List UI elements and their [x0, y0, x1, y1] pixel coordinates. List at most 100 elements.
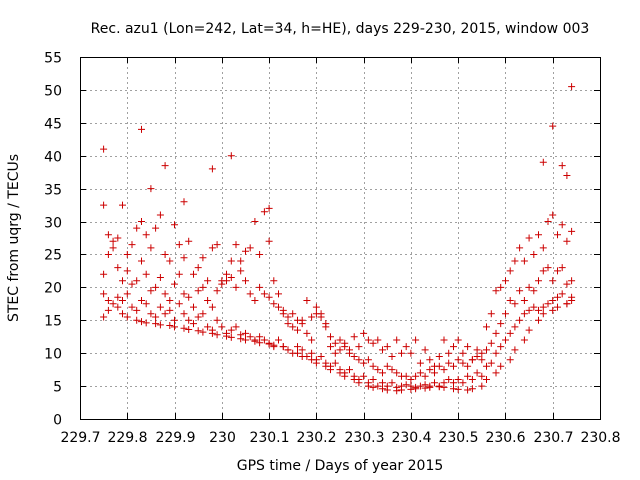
data-point: [450, 385, 457, 393]
data-point: [208, 303, 216, 311]
data-point: [520, 310, 528, 318]
data-point: [180, 310, 188, 318]
data-point: [242, 336, 249, 344]
x-tick-label: 230.2: [296, 430, 336, 446]
data-point: [265, 293, 273, 301]
data-point: [180, 198, 188, 206]
data-point: [374, 382, 382, 390]
data-point: [175, 241, 183, 249]
data-point: [492, 287, 500, 295]
data-point: [317, 313, 325, 321]
data-point: [558, 221, 566, 229]
data-point: [275, 290, 282, 298]
y-tick-label: 20: [44, 281, 62, 297]
data-point: [138, 318, 145, 326]
data-point: [185, 237, 193, 245]
data-point: [128, 241, 136, 249]
data-point: [251, 297, 259, 304]
data-point: [445, 376, 453, 383]
data-point: [383, 382, 391, 390]
data-point: [407, 382, 415, 390]
data-point: [156, 303, 164, 311]
data-point: [260, 208, 268, 216]
data-point: [539, 310, 547, 318]
data-point: [190, 270, 197, 278]
data-point: [138, 218, 145, 225]
data-point: [147, 244, 155, 252]
data-point: [336, 366, 344, 374]
data-point: [199, 310, 207, 318]
data-points: [100, 83, 576, 395]
data-point: [128, 303, 136, 311]
x-tick-label: 230: [209, 430, 236, 446]
data-point: [412, 372, 420, 380]
data-point: [402, 343, 410, 351]
data-point: [502, 310, 509, 318]
data-point: [421, 381, 429, 389]
data-point: [312, 310, 320, 318]
data-point: [218, 323, 226, 331]
data-point: [431, 369, 438, 377]
data-point: [322, 359, 330, 367]
data-point: [525, 326, 533, 334]
data-point: [227, 326, 235, 334]
data-point: [232, 283, 240, 291]
data-point: [190, 320, 197, 328]
data-point: [497, 283, 505, 291]
data-point: [175, 300, 183, 308]
data-point: [506, 329, 514, 337]
data-point: [487, 310, 495, 318]
data-point: [535, 316, 542, 324]
y-tick-label: 35: [44, 183, 62, 199]
data-point: [194, 264, 202, 272]
data-point: [360, 359, 368, 367]
data-point: [133, 224, 141, 232]
data-point: [549, 122, 557, 130]
data-point: [487, 339, 495, 347]
data-point: [511, 300, 519, 308]
data-point: [440, 366, 448, 374]
data-point: [331, 349, 339, 357]
data-point: [364, 379, 372, 387]
data-point: [114, 264, 122, 272]
data-point: [289, 349, 297, 357]
data-point: [152, 313, 160, 321]
data-point: [100, 270, 108, 278]
x-tick-label: 229.9: [155, 430, 195, 446]
data-point: [478, 372, 486, 380]
data-point: [520, 257, 528, 265]
data-point: [398, 382, 405, 390]
data-point: [232, 241, 240, 249]
data-point: [308, 336, 316, 344]
data-point: [402, 381, 410, 389]
data-point: [464, 386, 472, 394]
data-point: [379, 369, 386, 377]
data-point: [218, 280, 226, 288]
data-point: [360, 372, 368, 380]
x-tick-label: 229.7: [60, 430, 100, 446]
data-point: [454, 356, 462, 364]
data-point: [204, 277, 212, 285]
data-point: [379, 385, 386, 393]
data-point: [511, 257, 519, 265]
data-point: [355, 376, 363, 383]
data-point: [171, 323, 178, 331]
data-point: [265, 204, 273, 212]
data-point: [393, 383, 401, 391]
data-point: [568, 227, 576, 235]
data-point: [426, 356, 434, 364]
data-point: [119, 297, 126, 304]
x-tick-label: 230.4: [391, 430, 431, 446]
data-point: [279, 343, 287, 351]
data-point: [369, 339, 377, 347]
data-point: [227, 152, 235, 160]
data-point: [331, 359, 339, 367]
data-point: [506, 297, 514, 304]
data-point: [104, 251, 112, 258]
data-point: [133, 306, 141, 314]
data-point: [260, 290, 268, 298]
x-tick-label: 230.8: [580, 430, 620, 446]
data-point: [194, 313, 202, 321]
data-point: [464, 343, 472, 351]
